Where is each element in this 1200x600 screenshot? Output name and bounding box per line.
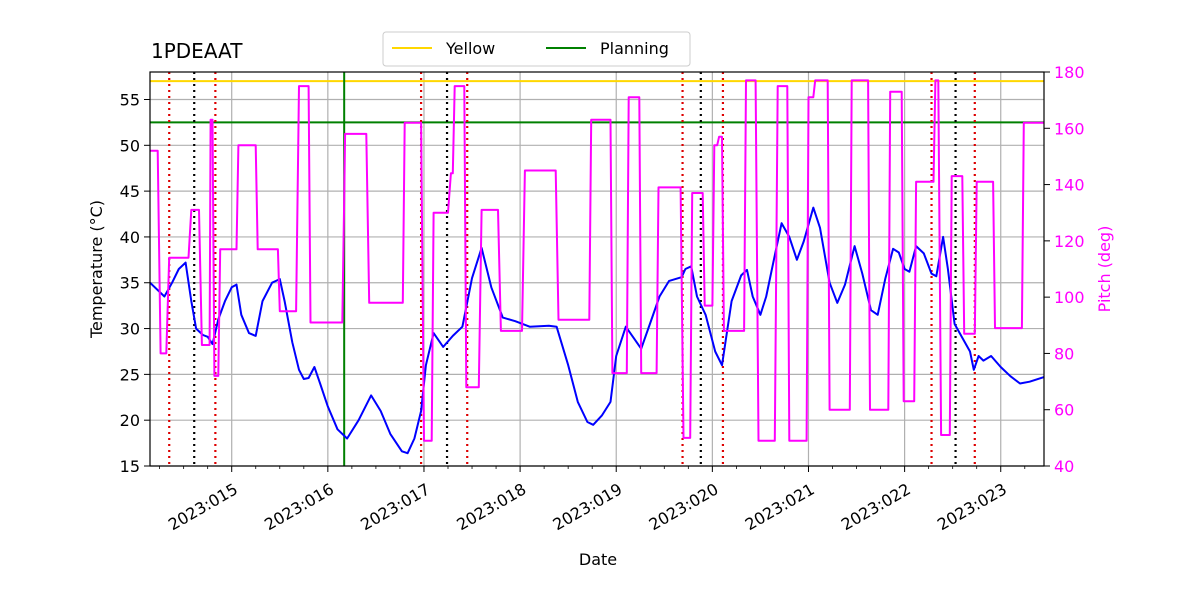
x-tick-label: 2023:018 [453,479,529,534]
legend-label-yellow: Yellow [445,39,495,58]
legend-box [382,31,691,67]
x-tick-label: 2023:015 [165,479,241,534]
x-tick-label: 2023:017 [357,479,433,534]
y-axis-left-label: Temperature (°C) [87,200,106,339]
y-right-tick-label: 80 [1054,344,1074,363]
chart-title: 1PDEAAT [151,39,243,63]
y-right-tick-label: 120 [1054,232,1085,251]
y-left-tick-label: 50 [120,136,140,155]
x-tick-label: 2023:019 [550,479,626,534]
y-right-tick-label: 180 [1054,63,1085,82]
y-left-tick-label: 25 [120,365,140,384]
y-left-tick-label: 45 [120,182,140,201]
x-tick-label: 2023:022 [838,479,914,534]
plot-frame [149,71,1045,467]
y-axis-right-label: Pitch (deg) [1095,226,1114,313]
y-left-tick-label: 35 [120,274,140,293]
y-right-tick-label: 60 [1054,401,1074,420]
x-axis-label: Date [579,550,617,569]
x-tick-label: 2023:021 [742,479,818,534]
y-right-tick-label: 160 [1054,119,1085,138]
grid-lines [150,72,1044,467]
y-right-tick-label: 140 [1054,176,1085,195]
y-left-tick-label: 15 [120,457,140,476]
y-left-tick-label: 30 [120,320,140,339]
series-layer [149,79,1045,455]
y-right-tick-label: 40 [1054,457,1074,476]
series-line-pitch [150,79,1044,442]
x-tick-label: 2023:023 [934,479,1010,534]
y-left-tick-label: 40 [120,228,140,247]
series-line-temperature [149,206,1045,455]
y-left-tick-label: 55 [120,90,140,109]
legend-label-planning: Planning [600,39,669,58]
y-left-tick-label: 20 [120,411,140,430]
x-tick-label: 2023:016 [261,479,337,534]
y-right-tick-label: 100 [1054,288,1085,307]
legend: Yellow Planning [382,31,691,67]
x-tick-label: 2023:020 [646,479,722,534]
